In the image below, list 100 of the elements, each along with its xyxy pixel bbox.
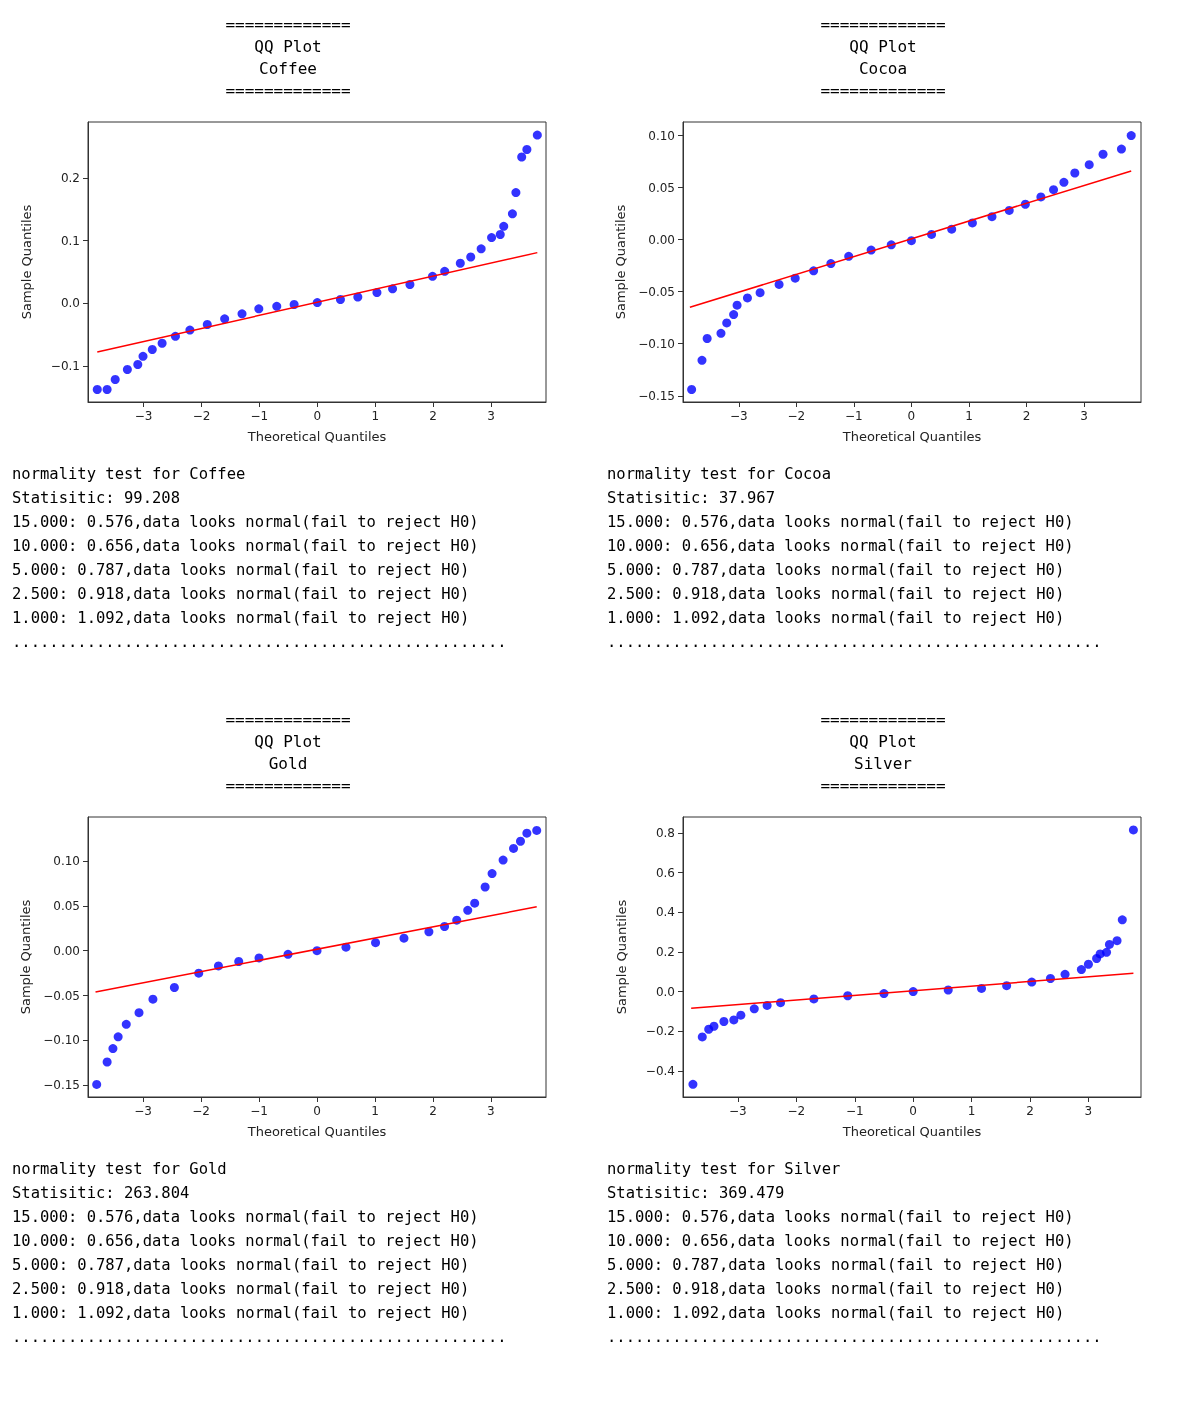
point (476, 244, 486, 254)
point (509, 843, 519, 853)
point (148, 994, 158, 1004)
point (455, 258, 465, 268)
x-tick-label: 0 (313, 409, 322, 423)
point (424, 927, 434, 937)
point (92, 1079, 102, 1089)
text: normality test for Cocoa (607, 464, 832, 485)
text: 5.000: 0.787,data looks normal(fail to reject H0) (607, 560, 1066, 581)
x-tick-label: 3 (487, 1104, 495, 1118)
x-tick-label: −2 (192, 409, 211, 423)
point (687, 385, 697, 395)
point (774, 279, 784, 289)
x-tick-label: 3 (487, 409, 495, 423)
point (121, 1019, 131, 1029)
y-tick-label: 0.00 (53, 943, 80, 958)
point (480, 882, 490, 892)
point (732, 300, 742, 310)
point (729, 1015, 739, 1025)
x-tick-label: −1 (845, 409, 863, 423)
point (133, 360, 143, 369)
point (532, 130, 542, 140)
text: ..................................................... (12, 632, 507, 653)
text: 1.000: 1.092,data looks normal(fail to reject H0) (12, 1303, 471, 1324)
x-tick-label: 2 (429, 409, 437, 423)
point (113, 1032, 123, 1042)
point (122, 365, 132, 374)
x-tick-label: 1 (967, 1104, 976, 1118)
point (722, 318, 732, 328)
text: 2.500: 0.918,data looks normal(fail to reject H0) (12, 584, 471, 605)
x-tick-label: 1 (371, 1104, 379, 1118)
text: 1.000: 1.092,data looks normal(fail to reject H0) (607, 608, 1066, 629)
point (517, 152, 527, 162)
chart-title: ============= QQ Plot Gold ============= (224, 709, 352, 797)
point (742, 293, 752, 303)
point (1060, 969, 1070, 979)
point (522, 828, 532, 838)
x-tick-label: 2 (429, 1104, 437, 1118)
chart-title: ============= QQ Plot Coffee ============= (224, 14, 352, 102)
text: Statisitic: 263.804 (12, 1183, 191, 1204)
point (102, 385, 112, 394)
y-tick-label: −0.15 (43, 1078, 80, 1093)
text: ..................................................... (607, 1327, 1102, 1348)
x-axis-title: Theoretical Quantiles (246, 1124, 387, 1139)
point (532, 825, 542, 835)
point (1128, 825, 1138, 835)
point (108, 1044, 118, 1054)
point (1116, 144, 1126, 154)
text: 10.000: 0.656,data looks normal(fail to reject H0) (607, 536, 1075, 557)
y-tick-label: 0.00 (648, 232, 675, 247)
x-tick-label: −1 (250, 409, 269, 423)
point (466, 252, 476, 262)
point (697, 355, 707, 365)
point (719, 1017, 729, 1026)
chart-title: ============= QQ Plot Cocoa ============= (819, 14, 947, 102)
text: 10.000: 0.656,data looks normal(fail to reject H0) (607, 1231, 1075, 1252)
x-tick-label: −3 (134, 409, 153, 423)
y-tick-label: 0.05 (648, 180, 675, 195)
point (1059, 177, 1069, 187)
y-tick-label: −0.1 (50, 358, 80, 373)
y-tick-label: 0.1 (60, 233, 80, 248)
text: 10.000: 0.656,data looks normal(fail to reject H0) (12, 536, 480, 557)
point (749, 1004, 759, 1014)
x-tick-label: −1 (845, 1104, 864, 1118)
y-tick-label: −0.4 (645, 1063, 675, 1078)
text: 15.000: 0.576,data looks normal(fail to reject H0) (607, 1207, 1075, 1228)
text: 15.000: 0.576,data looks normal(fail to reject H0) (12, 1207, 480, 1228)
text: 10.000: 0.656,data looks normal(fail to reject H0) (12, 1231, 480, 1252)
x-tick-label: −2 (192, 1104, 210, 1118)
point (495, 230, 505, 239)
text: 2.500: 0.918,data looks normal(fail to reject H0) (12, 1279, 471, 1300)
point (522, 145, 532, 154)
x-tick-label: −3 (134, 1104, 152, 1118)
point (254, 304, 264, 314)
x-tick-label: −3 (729, 1104, 747, 1118)
x-tick-label: −3 (729, 409, 748, 423)
y-tick-label: 0.0 (60, 296, 80, 311)
x-tick-label: −2 (787, 409, 806, 423)
y-tick-label: 0.10 (648, 128, 675, 143)
y-axis-title: Sample Quantiles (19, 204, 34, 320)
point (102, 1057, 112, 1067)
x-tick-label: 1 (965, 409, 973, 423)
point (511, 188, 521, 198)
point (110, 375, 120, 384)
point (92, 385, 102, 394)
point (688, 1079, 698, 1089)
x-tick-label: 0 (313, 1104, 321, 1118)
point (498, 855, 508, 865)
x-axis-title: Theoretical Quantiles (841, 1124, 982, 1139)
point (138, 351, 148, 361)
x-tick-label: 3 (1080, 409, 1088, 423)
point (371, 938, 381, 948)
point (697, 1032, 707, 1042)
point (499, 221, 509, 231)
point (272, 301, 282, 311)
x-tick-label: 3 (1084, 1104, 1093, 1118)
point (1083, 959, 1093, 969)
y-tick-label: 0.4 (655, 905, 675, 920)
text: Statisitic: 37.967 (607, 488, 776, 509)
y-axis-title: Sample Quantiles (614, 899, 629, 1015)
